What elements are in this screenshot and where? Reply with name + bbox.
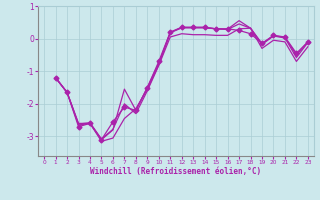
X-axis label: Windchill (Refroidissement éolien,°C): Windchill (Refroidissement éolien,°C) <box>91 167 261 176</box>
